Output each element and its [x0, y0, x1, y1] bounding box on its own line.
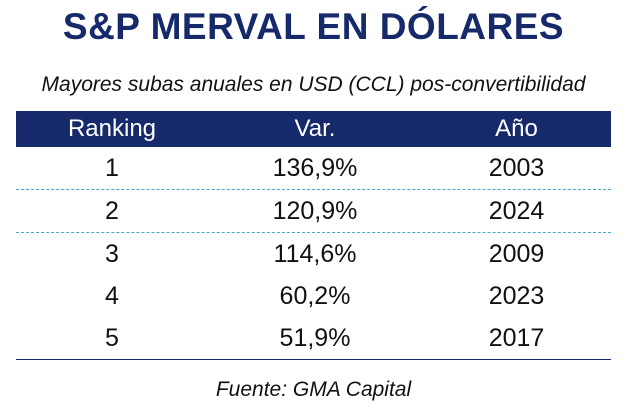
column-header: Ranking [67, 115, 157, 142]
table-cell: 1 [105, 153, 119, 182]
table-cell: 51,9% [279, 323, 351, 352]
table-cell: 60,2% [279, 281, 351, 310]
table-row: 4 60,2% 2023 [16, 275, 611, 317]
title: S&P MERVAL EN DÓLARES [62, 6, 565, 47]
table-row: 5 51,9% 2017 [16, 317, 611, 359]
table-cell: 114,6% [273, 239, 357, 268]
table-cell: 2003 [488, 153, 545, 182]
table-cell: 5 [105, 323, 119, 352]
table-row: 1 136,9% 2003 [16, 147, 611, 190]
column-header: Año [495, 115, 538, 142]
table-cell: 120,9% [272, 196, 358, 225]
table-cell: 3 [105, 239, 119, 268]
table-cell: 2009 [488, 239, 545, 268]
table-row: 3 114,6% 2009 [16, 233, 611, 275]
header-row: Ranking Var. Año [16, 111, 611, 147]
source: Fuente: GMA Capital [215, 378, 412, 401]
subtitle: Mayores subas anuales en USD (CCL) pos-c… [41, 73, 586, 96]
column-header: Var. [294, 115, 336, 142]
table-cell: 136,9% [272, 153, 358, 182]
table-cell: 2023 [488, 281, 545, 310]
table-cell: 2024 [488, 196, 545, 225]
table-cell: 2017 [488, 323, 545, 352]
table-cell: 4 [105, 281, 119, 310]
table-row: 2 120,9% 2024 [16, 190, 611, 233]
table: Ranking Var. Año 1 136,9% 2003 2 120,9% 2024 3 114… [16, 111, 611, 360]
table-cell: 2 [105, 196, 119, 225]
